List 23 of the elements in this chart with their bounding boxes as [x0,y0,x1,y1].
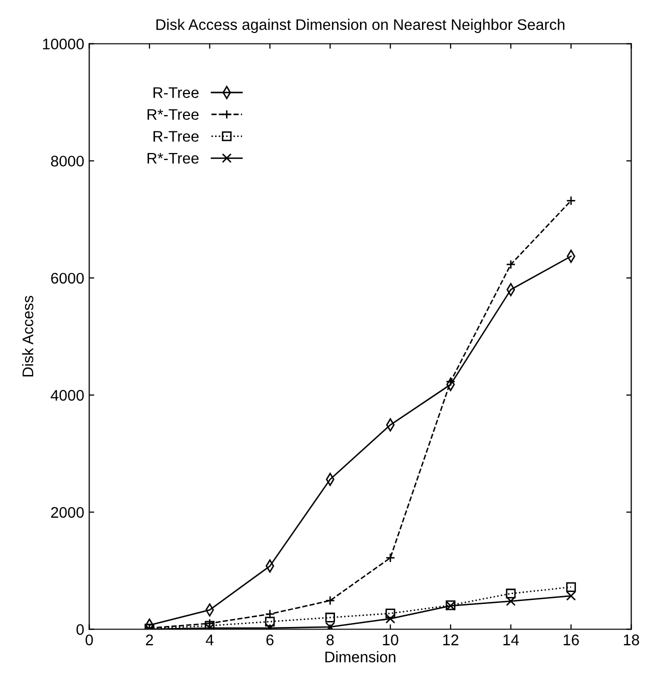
y-tick-label: 0 [76,624,84,635]
y-tick-label: 2000 [51,507,84,518]
legend-label: R-Tree [154,131,199,142]
x-tick-label: 16 [564,634,579,646]
x-axis-title: Dimension [325,651,396,662]
legend-label: R*-Tree [148,152,199,164]
x-tick-label: 14 [503,634,519,646]
x-tick-label: 4 [206,634,214,646]
y-tick-label: 6000 [51,272,84,284]
x-tick-label: 0 [86,634,93,646]
x-tick-label: 10 [383,634,398,646]
chart-title: Disk Access against Dimension on Nearest Neighbor Search [156,18,564,34]
y-axis-title: Disk Access [22,296,34,376]
x-tick-label: 2 [146,634,153,646]
y-tick-label: 10000 [43,38,84,50]
x-tick-label: 12 [443,634,458,646]
y-tick-label: 4000 [50,390,84,401]
x-tick-label: 18 [624,634,640,646]
x-tick-label: 6 [266,634,274,646]
x-tick-label: 8 [326,634,334,646]
y-tick-label: 8000 [51,156,84,167]
legend-label: R-Tree [154,87,199,98]
legend-label: R*-Tree [148,109,199,120]
